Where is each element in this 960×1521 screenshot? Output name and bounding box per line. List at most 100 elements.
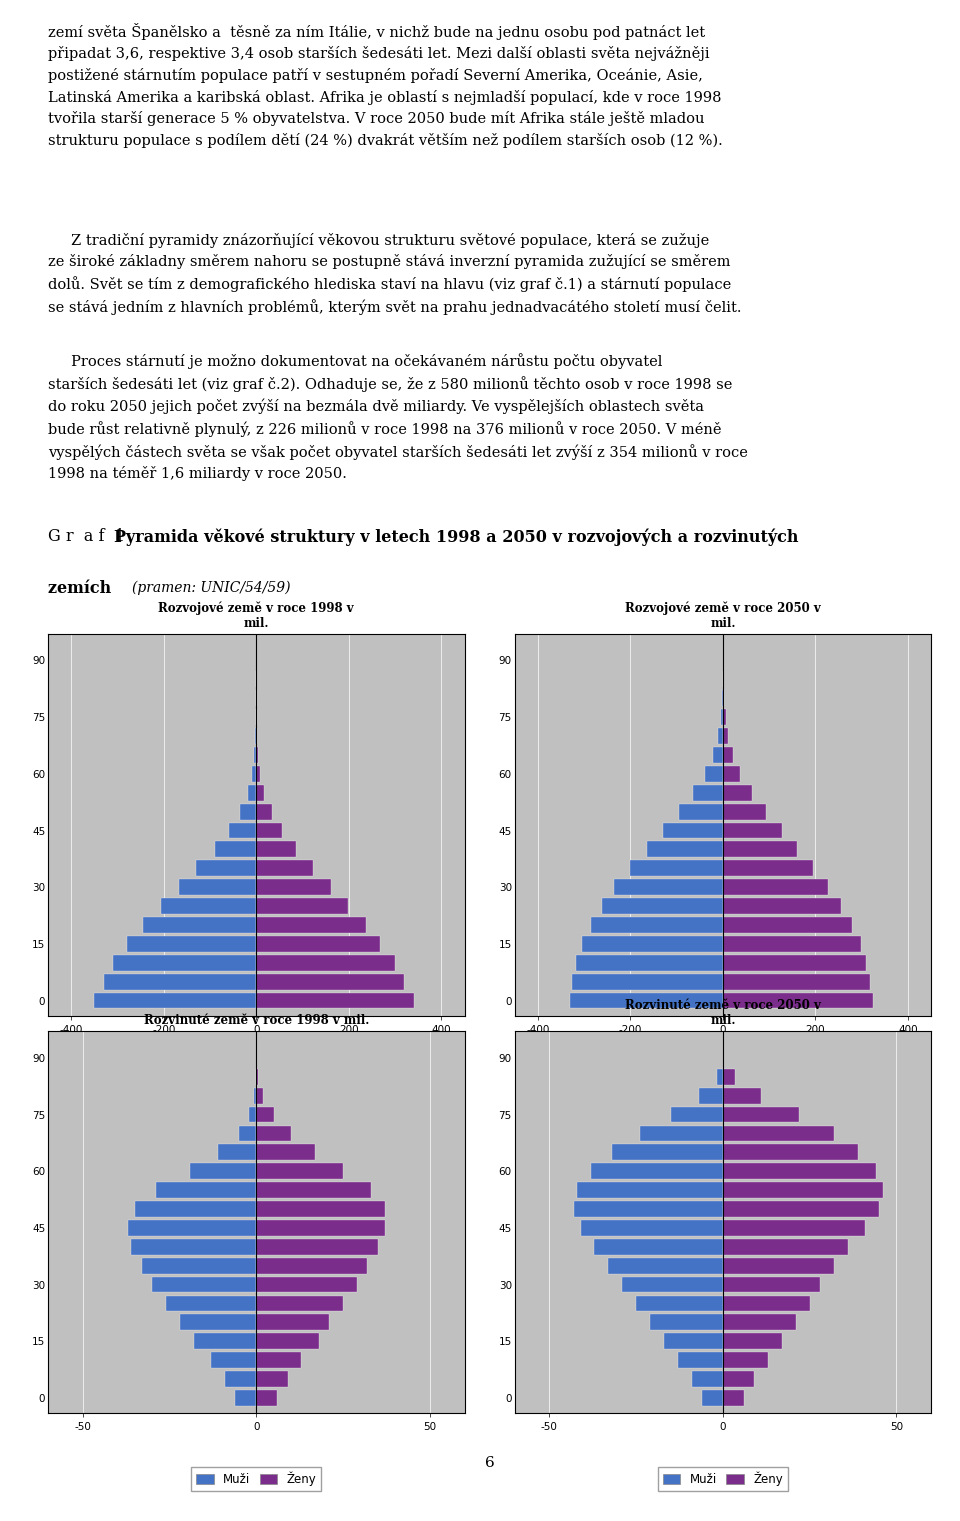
Bar: [256, 1107, 274, 1122]
Bar: [132, 1238, 256, 1255]
Bar: [582, 935, 723, 952]
Bar: [723, 691, 724, 706]
Bar: [166, 1296, 256, 1311]
Title: Rozvinuté země v roce 2050 v
mil.: Rozvinuté země v roce 2050 v mil.: [625, 999, 821, 1028]
Bar: [639, 1126, 723, 1141]
Bar: [636, 1296, 723, 1311]
Bar: [723, 897, 841, 914]
Bar: [128, 1220, 256, 1237]
Bar: [211, 1352, 256, 1367]
Bar: [723, 1088, 761, 1104]
Bar: [256, 1202, 385, 1217]
Bar: [256, 935, 380, 952]
Bar: [253, 1088, 256, 1104]
Legend: Muži, Ženy: Muži, Ženy: [191, 1468, 322, 1491]
Bar: [256, 1164, 343, 1179]
Bar: [662, 823, 723, 838]
Bar: [256, 917, 367, 932]
Legend: Muži, Ženy: Muži, Ženy: [658, 1069, 788, 1094]
Bar: [594, 1238, 723, 1255]
Legend: Muži, Ženy: Muži, Ženy: [658, 1468, 788, 1491]
Bar: [113, 955, 256, 970]
Bar: [723, 1258, 834, 1273]
Bar: [256, 785, 264, 800]
Bar: [678, 1352, 723, 1367]
Bar: [723, 935, 861, 952]
Bar: [256, 955, 396, 970]
Bar: [256, 1352, 301, 1367]
Bar: [256, 729, 257, 744]
Bar: [254, 747, 256, 764]
Bar: [248, 785, 256, 800]
Bar: [250, 1107, 256, 1122]
Bar: [693, 785, 723, 800]
Bar: [723, 1220, 865, 1237]
Bar: [256, 993, 414, 1008]
Bar: [256, 841, 296, 858]
Bar: [691, 1370, 723, 1387]
Text: Proces stárnutí je možno dokumentovat na očekávaném nárůstu počtu obyvatel
starš: Proces stárnutí je možno dokumentovat na…: [48, 353, 748, 482]
Text: zemí světa Španělsko a  těsně za ním Itálie, v nichž bude na jednu osobu pod pat: zemí světa Španělsko a těsně za ním Itál…: [48, 23, 723, 148]
Bar: [721, 709, 723, 726]
Bar: [104, 973, 256, 990]
Bar: [723, 993, 874, 1008]
Bar: [723, 973, 870, 990]
Title: Rozvojové země v roce 1998 v
mil.: Rozvojové země v roce 1998 v mil.: [158, 602, 354, 630]
Bar: [712, 747, 723, 764]
Bar: [577, 1182, 723, 1199]
Bar: [664, 1334, 723, 1349]
Text: 6: 6: [485, 1457, 494, 1471]
Text: Z tradiční pyramidy znázorňující věkovou strukturu světové populace, která se zu: Z tradiční pyramidy znázorňující věkovou…: [48, 233, 741, 315]
Bar: [194, 1334, 256, 1349]
Bar: [671, 1107, 723, 1122]
Bar: [256, 1182, 371, 1199]
Bar: [723, 1352, 768, 1367]
Bar: [723, 1107, 800, 1122]
Bar: [723, 841, 797, 858]
Bar: [256, 803, 272, 820]
Bar: [723, 861, 813, 876]
Bar: [256, 1390, 277, 1405]
Bar: [723, 729, 729, 744]
Bar: [256, 747, 258, 764]
Bar: [256, 1370, 288, 1387]
Bar: [179, 879, 256, 896]
Bar: [256, 973, 404, 990]
Bar: [240, 803, 256, 820]
Bar: [161, 897, 256, 914]
Text: (pramen: UNIC/54/59): (pramen: UNIC/54/59): [132, 581, 291, 595]
Bar: [723, 1238, 848, 1255]
Bar: [650, 1314, 723, 1331]
Bar: [609, 1258, 723, 1273]
Bar: [723, 1390, 744, 1405]
Bar: [256, 1334, 319, 1349]
Bar: [570, 993, 723, 1008]
Bar: [256, 1238, 378, 1255]
Bar: [723, 1276, 820, 1293]
Bar: [142, 1258, 256, 1273]
Text: Pyramida věkové struktury v letech 1998 a 2050 v rozvojových a rozvinutých: Pyramida věkové struktury v letech 1998 …: [114, 528, 799, 546]
Bar: [723, 1296, 809, 1311]
Bar: [723, 955, 866, 970]
Bar: [574, 1202, 723, 1217]
Bar: [190, 1164, 256, 1179]
Text: G r  a f  1: G r a f 1: [48, 528, 131, 545]
Bar: [239, 1126, 256, 1141]
Bar: [256, 823, 282, 838]
Bar: [723, 917, 852, 932]
Bar: [718, 729, 723, 744]
Bar: [225, 1370, 256, 1387]
Bar: [723, 1126, 834, 1141]
Bar: [252, 767, 256, 782]
Bar: [94, 993, 256, 1008]
Bar: [723, 823, 781, 838]
Bar: [180, 1314, 256, 1331]
Bar: [256, 861, 313, 876]
Bar: [723, 785, 752, 800]
Bar: [256, 879, 331, 896]
Legend: Muži, Ženy: Muži, Ženy: [191, 1069, 322, 1094]
Bar: [256, 897, 348, 914]
Bar: [622, 1276, 723, 1293]
Bar: [256, 1220, 385, 1237]
Bar: [581, 1220, 723, 1237]
